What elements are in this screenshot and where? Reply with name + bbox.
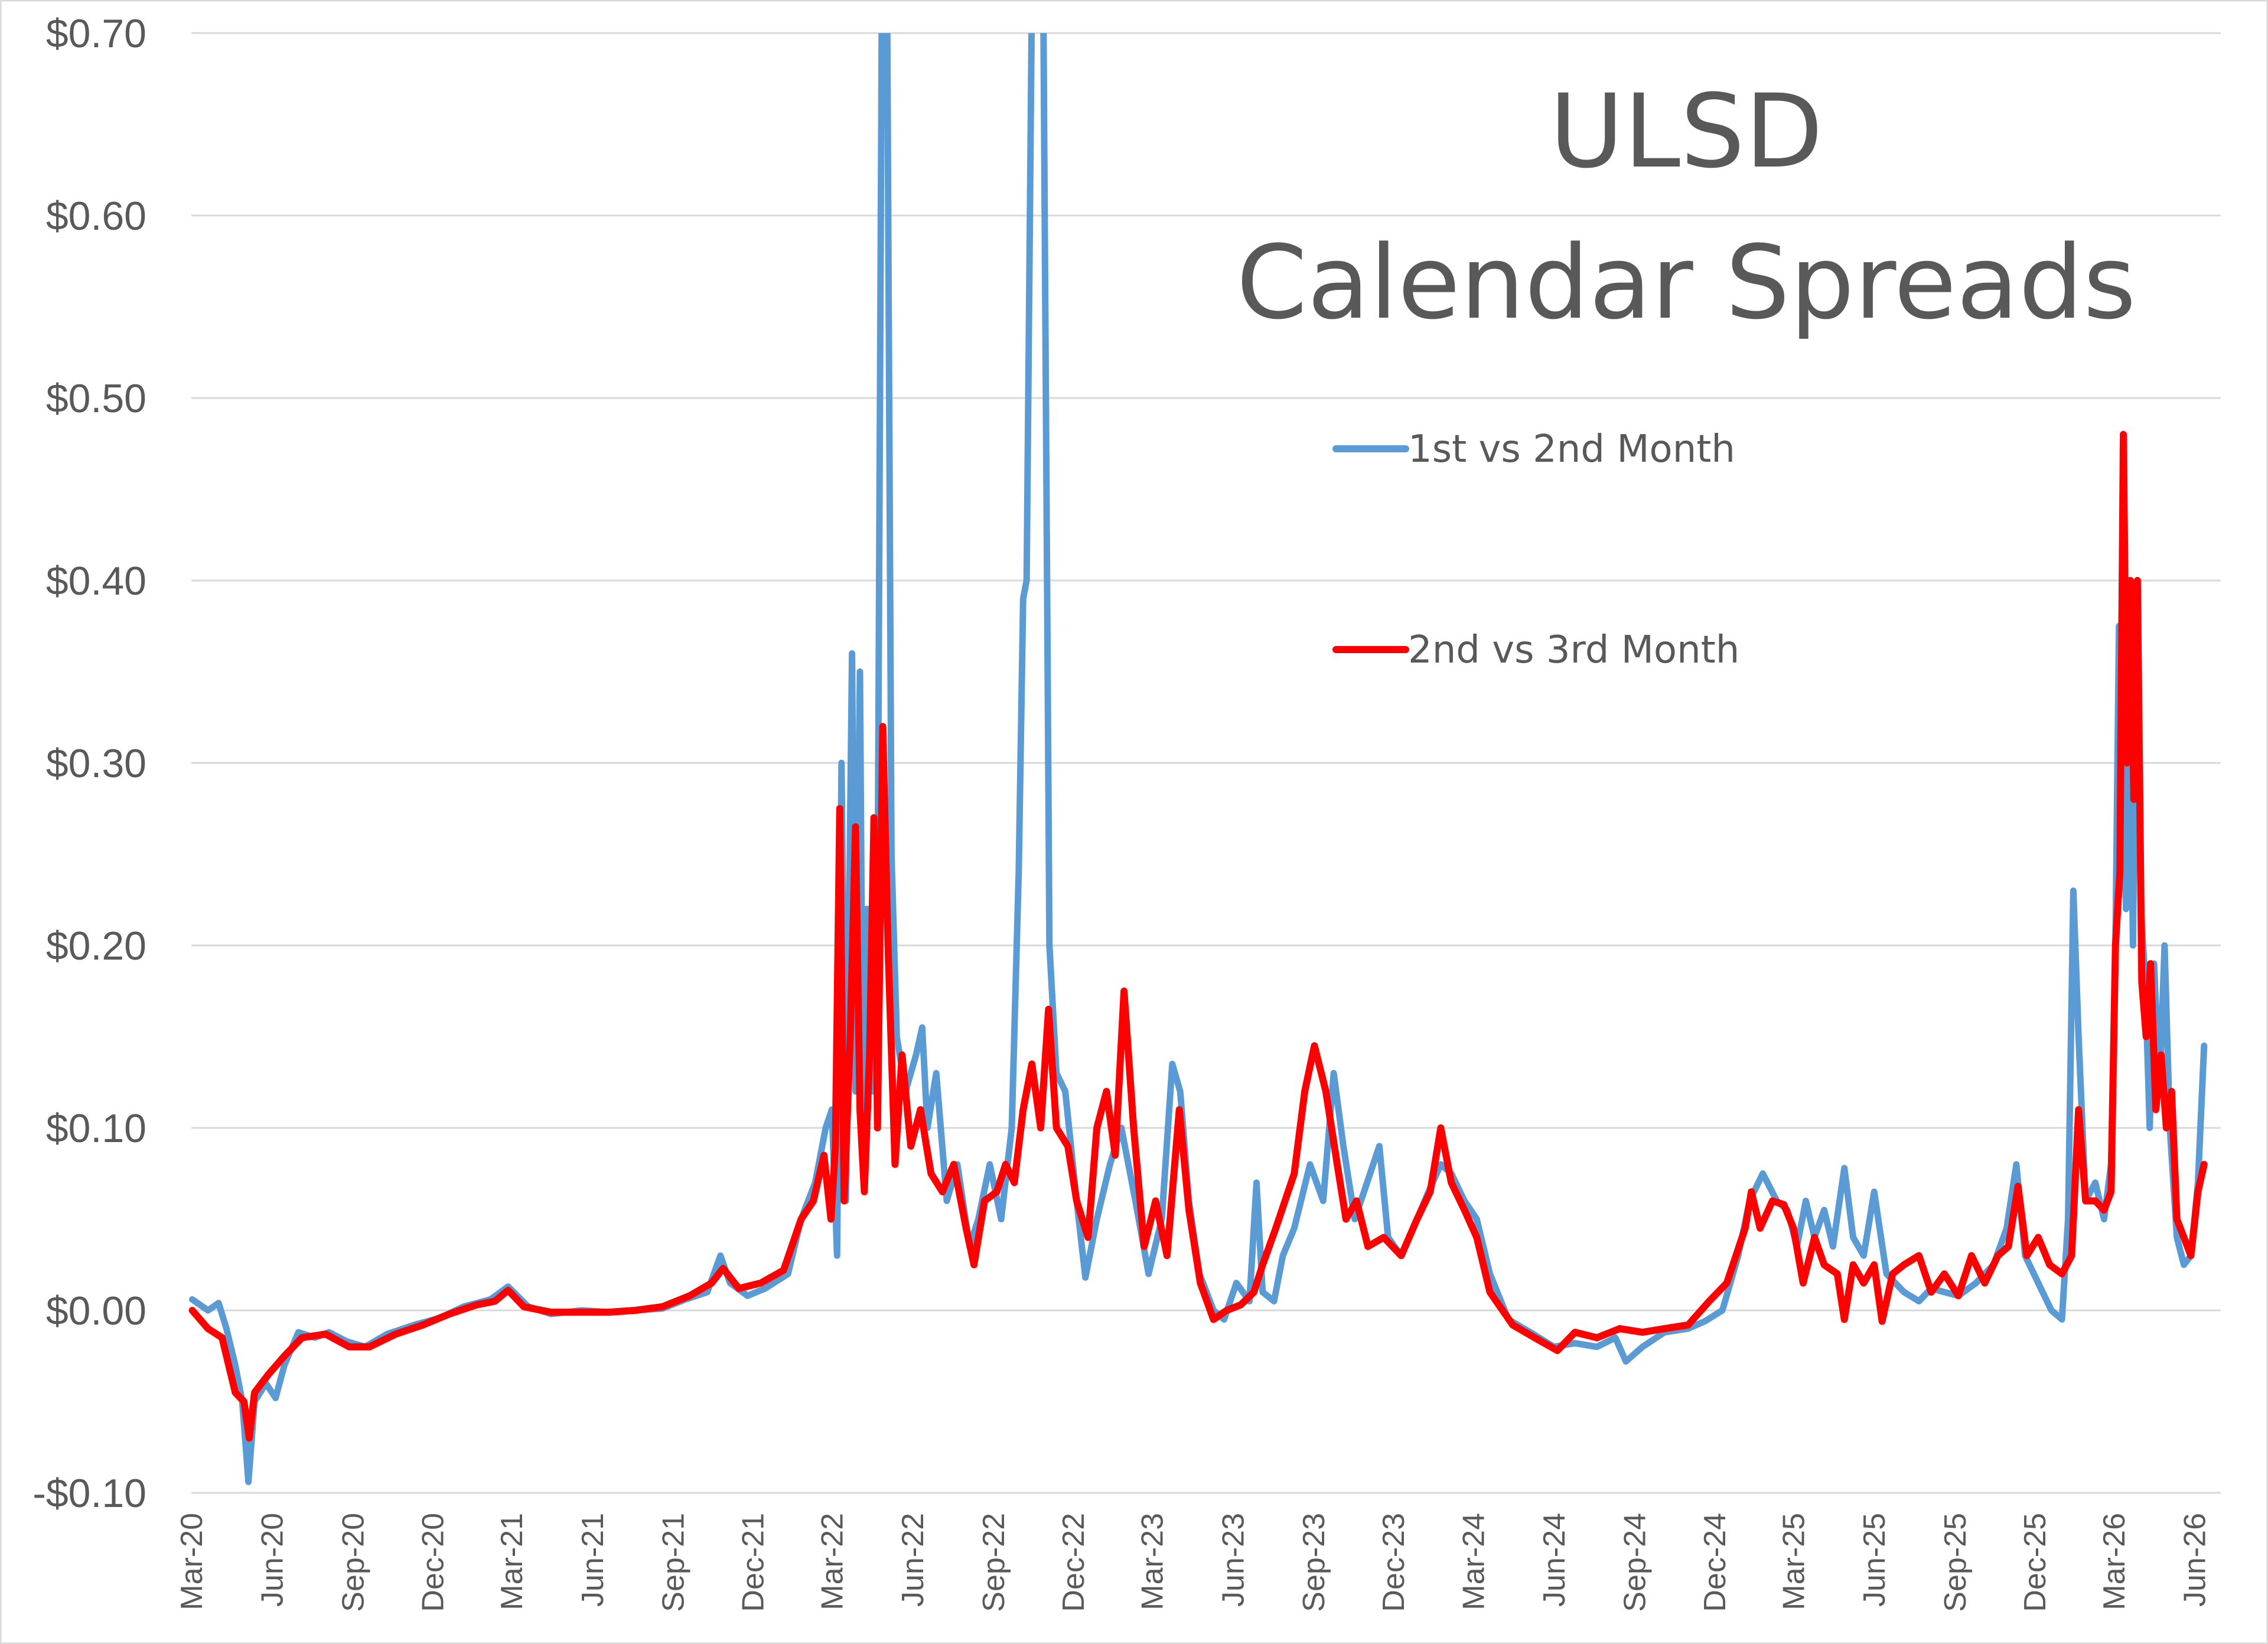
gridlines [191,32,2221,1494]
x-tick-label: Sep-25 [1938,1513,1973,1612]
x-tick-label: Mar-25 [1777,1513,1811,1610]
x-tick-label: Dec-20 [416,1513,451,1612]
y-tick-label: -$0.10 [32,1471,146,1516]
y-tick-label: $0.70 [46,11,146,56]
x-tick-label: Jun-21 [576,1513,610,1607]
y-tick-label: $0.30 [46,741,146,786]
x-tick-label: Mar-20 [175,1513,209,1610]
x-tick-label: Jun-26 [2178,1513,2212,1607]
y-tick-label: $0.60 [46,194,146,239]
x-tick-label: Dec-25 [2018,1513,2052,1612]
x-tick-label: Jun-25 [1858,1513,1892,1607]
x-tick-label: Jun-24 [1537,1513,1572,1607]
x-tick-label: Sep-22 [977,1513,1011,1612]
y-tick-label: $0.40 [46,559,146,604]
x-tick-label: Dec-24 [1698,1513,1732,1612]
x-tick-label: Sep-24 [1618,1513,1653,1612]
x-tick-label: Mar-24 [1456,1513,1491,1610]
x-tick-label: Dec-23 [1377,1513,1411,1612]
x-tick-label: Jun-22 [896,1513,930,1607]
x-tick-label: Jun-23 [1216,1513,1250,1607]
x-tick-label: Dec-21 [737,1513,771,1612]
y-tick-label: $0.00 [46,1289,146,1333]
x-tick-label: Sep-21 [657,1513,691,1612]
x-tick-label: Jun-20 [256,1513,290,1607]
legend-label: 1st vs 2nd Month [1408,428,1735,471]
x-tick-label: Mar-26 [2097,1513,2132,1610]
x-tick-label: Mar-21 [495,1513,529,1610]
x-tick-label: Mar-22 [815,1513,849,1610]
y-tick-label: $0.50 [46,376,146,421]
x-axis-tick-labels: Mar-20 Jun-20 Sep-20 Dec-20 Mar-21 Jun-21 Sep-… [175,1513,2212,1612]
chart-title-line-1: ULSD [1549,72,1823,191]
x-tick-label: Mar-23 [1136,1513,1170,1610]
x-tick-label: Sep-23 [1297,1513,1331,1612]
series-line-2nd-vs-3rd-month [188,430,2208,1442]
y-axis-tick-labels: $0.70 $0.60 $0.50 $0.40 $0.30 $0.20 $0.10 $0.00… [32,11,146,1516]
legend: 1st vs 2nd Month 2nd vs 3rd Month [1332,428,1739,672]
legend-label: 2nd vs 3rd Month [1408,628,1739,672]
x-tick-label: Dec-22 [1057,1513,1091,1612]
y-tick-label: $0.10 [46,1106,146,1151]
series-lines [188,33,2208,1485]
y-tick-label: $0.20 [46,924,146,968]
x-tick-label: Sep-20 [336,1513,370,1612]
chart-title-line-2: Calendar Spreads [1236,223,2136,342]
